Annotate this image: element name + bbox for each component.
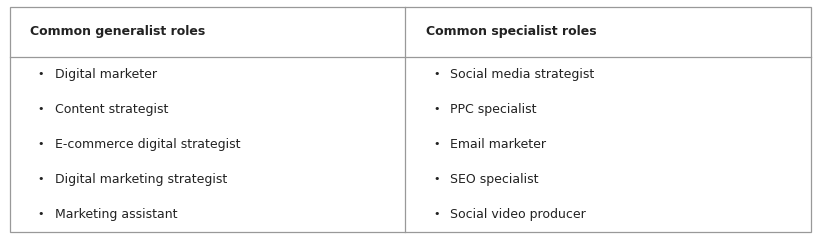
Text: •: • xyxy=(433,209,439,219)
Text: •: • xyxy=(433,174,439,184)
Text: E-commerce digital strategist: E-commerce digital strategist xyxy=(55,138,241,151)
Text: •: • xyxy=(38,139,44,149)
Text: SEO specialist: SEO specialist xyxy=(450,173,539,186)
Text: Digital marketer: Digital marketer xyxy=(55,68,157,81)
Text: •: • xyxy=(433,139,439,149)
Text: •: • xyxy=(38,209,44,219)
Text: •: • xyxy=(38,69,44,79)
Text: •: • xyxy=(433,69,439,79)
Text: Social video producer: Social video producer xyxy=(450,208,586,221)
Text: Content strategist: Content strategist xyxy=(55,103,168,116)
Text: •: • xyxy=(38,174,44,184)
Text: Marketing assistant: Marketing assistant xyxy=(55,208,177,221)
Text: Digital marketing strategist: Digital marketing strategist xyxy=(55,173,227,186)
Text: •: • xyxy=(38,104,44,114)
Text: Social media strategist: Social media strategist xyxy=(450,68,594,81)
Text: PPC specialist: PPC specialist xyxy=(450,103,537,116)
Text: •: • xyxy=(433,104,439,114)
Text: Email marketer: Email marketer xyxy=(450,138,546,151)
Text: Common generalist roles: Common generalist roles xyxy=(30,25,205,38)
Text: Common specialist roles: Common specialist roles xyxy=(425,25,596,38)
